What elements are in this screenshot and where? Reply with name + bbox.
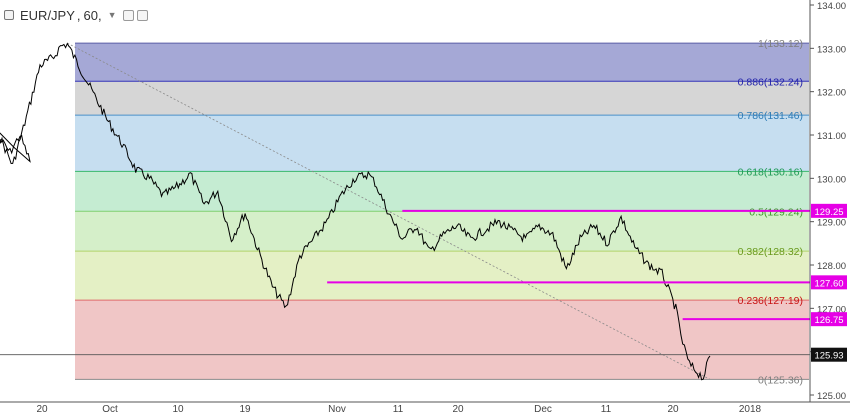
- y-tick-label: 129.00: [817, 218, 846, 229]
- x-tick-label: 19: [239, 404, 251, 415]
- x-tick-label: 2018: [739, 404, 762, 415]
- x-tick-label: 11: [393, 404, 404, 415]
- fib-zone-band: [75, 115, 809, 172]
- fib-zone-band: [75, 251, 809, 301]
- fib-trend-line[interactable]: [67, 42, 711, 380]
- fib-level-label: 0.382(128.32): [738, 246, 803, 258]
- fib-level-label: 0.618(130.16): [738, 166, 803, 178]
- y-tick-label: 130.00: [817, 174, 846, 185]
- fib-level-label: 0.886(132.24): [738, 76, 803, 88]
- x-tick-label: 10: [172, 404, 184, 415]
- x-tick-label: Dec: [534, 404, 552, 415]
- x-tick-label: Oct: [102, 404, 118, 415]
- y-tick-label: 127.00: [817, 304, 846, 315]
- interval-label[interactable]: 60: [83, 7, 98, 23]
- chevron-down-icon[interactable]: ▼: [107, 10, 117, 20]
- price-series-line[interactable]: [0, 42, 711, 381]
- chart-collapse-icon[interactable]: [4, 10, 14, 20]
- price-tag: [811, 312, 847, 327]
- y-tick-label: 134.00: [817, 1, 846, 12]
- fib-level-label: 0.5(129.24): [749, 206, 803, 218]
- x-tick-label: 20: [36, 404, 48, 415]
- fib-level-label: 1(133.12): [758, 38, 803, 50]
- symbol-label[interactable]: EUR/JPY: [20, 7, 75, 23]
- price-tag: [811, 275, 847, 290]
- fib-level-label: 0.236(127.19): [738, 295, 803, 307]
- x-tick-label: 20: [452, 404, 464, 415]
- settings-icon[interactable]: [122, 9, 134, 21]
- y-tick-label: 132.00: [817, 88, 846, 99]
- y-tick-label: 133.00: [817, 44, 846, 55]
- x-tick-label: Nov: [328, 404, 346, 415]
- fib-zone-band: [75, 171, 809, 212]
- price-tag: [811, 203, 847, 218]
- close-icon[interactable]: [136, 9, 148, 21]
- fib-zone-band: [75, 211, 809, 252]
- fib-zone-band: [75, 81, 809, 116]
- fib-zone-band: [75, 43, 809, 82]
- price-tag-label: 126.75: [814, 315, 843, 326]
- price-tag-label: 127.60: [814, 278, 843, 289]
- chart-header: EUR/JPY, 60, ▼: [0, 0, 148, 30]
- y-tick-label: 131.00: [817, 131, 846, 142]
- y-tick-label: 128.00: [817, 261, 846, 272]
- fib-level-label: 0(125.36): [758, 374, 803, 386]
- x-tick-label: 20: [667, 404, 679, 415]
- current-price-label: 125.93: [814, 351, 843, 362]
- y-tick-label: 125.00: [817, 391, 846, 402]
- current-price-tag: [811, 347, 847, 362]
- price-tag-label: 129.25: [814, 207, 843, 218]
- fib-level-label: 0.786(131.46): [738, 110, 803, 122]
- fib-zone-band: [75, 300, 809, 380]
- x-tick-label: 11: [601, 404, 612, 415]
